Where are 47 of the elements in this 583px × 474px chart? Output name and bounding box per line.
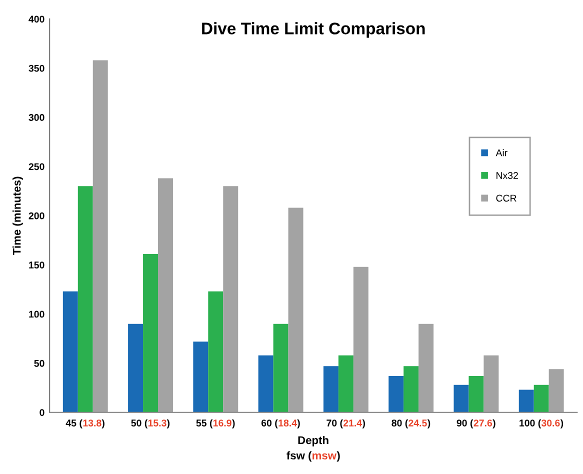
legend-label: Nx32 [496,172,518,179]
x-tick-label: 55 (16.9) [196,419,235,428]
y-tick-label: 350 [28,64,44,72]
x-tick-label: 45 (13.8) [66,419,104,428]
y-tick-label: 250 [28,163,44,170]
x-tick-label: 70 (21.4) [326,419,365,428]
bar [143,254,158,412]
bar [128,324,144,412]
bar [484,355,499,412]
bar [534,384,549,412]
y-axis-title: Time (minutes) [12,176,23,255]
bar [323,366,338,412]
x-tick-label: 60 (18.4) [261,419,300,428]
bar [273,324,288,412]
bar [193,342,208,412]
x-tick-label: 80 (24.5) [392,419,430,428]
y-tick-label: 0 [40,409,44,416]
bar [78,186,93,412]
bar [468,376,484,412]
y-tick-label: 400 [28,16,44,23]
x-tick-label: 90 (27.6) [456,419,496,428]
chart-title: Dive Time Limit Comparison [202,22,425,38]
bar [454,384,469,412]
bar [258,355,274,412]
bar [158,178,173,412]
bar [388,376,404,412]
bar [418,324,434,412]
legend-label: Air [496,149,508,156]
x-tick-label: 100 (30.6) [520,419,564,428]
y-tick-label: 200 [28,212,44,220]
y-tick-label: 300 [28,114,44,121]
bar [288,208,304,412]
bar [62,291,78,412]
bar [92,60,108,412]
bar [338,355,354,412]
legend-label: CCR [496,194,516,202]
y-tick-label: 100 [29,310,44,318]
bar [353,266,368,412]
y-tick-label: 50 [34,360,44,367]
x-tick-label: 50 (15.3) [131,419,170,428]
bar [223,186,238,412]
x-axis-title: Depth fsw (msw) [286,436,340,462]
bar [208,291,224,412]
bar [548,369,564,412]
y-tick-label: 150 [29,262,44,268]
bar [518,390,534,412]
bar [404,366,419,412]
